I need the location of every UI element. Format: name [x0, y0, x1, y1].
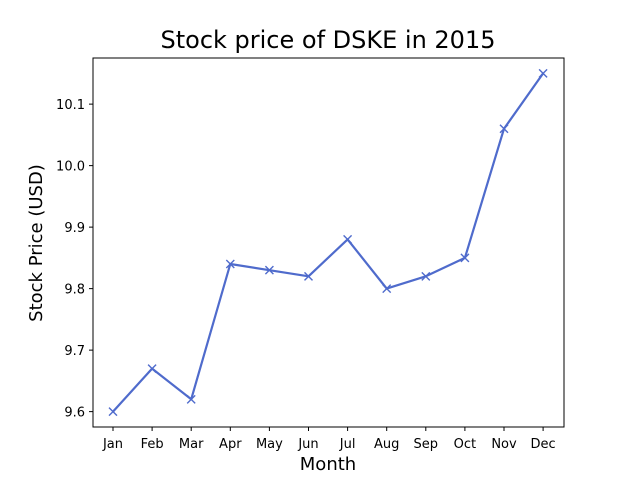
data-point-marker — [421, 271, 431, 281]
data-point-marker — [186, 394, 196, 404]
y-tick-label: 10.1 — [56, 98, 85, 113]
x-tick-label: Oct — [454, 437, 476, 452]
x-tick-label: Aug — [374, 437, 399, 452]
x-axis-label: Month — [300, 454, 356, 475]
x-tick-label: Sep — [414, 437, 439, 452]
data-point-marker — [460, 253, 470, 263]
data-point-marker — [264, 265, 274, 275]
plot-frame — [92, 57, 565, 428]
x-tick-label: Nov — [491, 437, 517, 452]
x-tick-label: Jan — [102, 437, 123, 452]
chart-title: Stock price of DSKE in 2015 — [160, 26, 495, 54]
x-tick-label: May — [256, 437, 283, 452]
x-tick-label: Mar — [179, 437, 204, 452]
data-point-marker — [225, 259, 235, 269]
data-point-marker — [304, 271, 313, 281]
data-point-marker — [108, 407, 118, 417]
axis-ticks: Jan Feb Mar Apr May Jun Jul Aug Sep Oct Nov Dec 9.6 9… — [56, 98, 556, 452]
data-point-marker — [382, 284, 392, 294]
x-tick-label: Feb — [141, 437, 164, 452]
y-tick-label: 9.7 — [64, 344, 85, 359]
data-point-marker — [147, 364, 157, 374]
x-tick-label: Apr — [219, 437, 242, 452]
data-point-marker — [538, 68, 548, 78]
y-tick-label: 10.0 — [56, 160, 85, 175]
x-tick-label: Jun — [297, 437, 318, 452]
y-tick-label: 9.6 — [64, 406, 85, 421]
data-point-marker — [499, 124, 509, 134]
y-axis-label: Stock Price (USD) — [26, 164, 47, 322]
y-tick-label: 9.8 — [64, 283, 85, 298]
data-point-marker — [343, 234, 353, 244]
x-tick-label: Dec — [531, 437, 556, 452]
y-tick-label: 9.9 — [64, 221, 85, 236]
series-line — [112, 72, 544, 413]
series-layer — [108, 68, 548, 417]
x-tick-label: Jul — [339, 437, 356, 452]
